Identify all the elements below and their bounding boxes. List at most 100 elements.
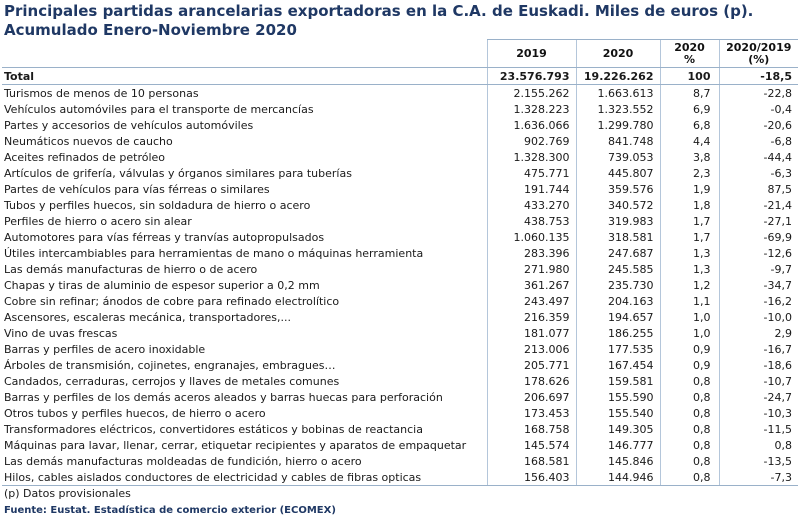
- row-label: Las demás manufacturas moldeadas de fund…: [4, 454, 362, 468]
- title-line-2: Acumulado Enero-Noviembre 2020: [4, 21, 297, 39]
- row-value-2020: 177.535: [575, 341, 660, 357]
- row-value-2019: 361.267: [486, 277, 576, 293]
- row-value-2019: 173.453: [486, 405, 576, 421]
- table-row: Artículos de grifería, válvulas y órgano…: [2, 165, 798, 181]
- row-label: Turismos de menos de 10 personas: [4, 86, 199, 100]
- row-variation: -13,5: [718, 453, 798, 469]
- row-label: Chapas y tiras de aluminio de espesor su…: [4, 278, 320, 292]
- table-row: Las demás manufacturas moldeadas de fund…: [2, 453, 798, 469]
- table-row: Neumáticos nuevos de caucho 902.769 841.74…: [2, 133, 798, 149]
- row-share: 1,3: [659, 261, 719, 277]
- row-label: Partes de vehículos para vías férreas o …: [4, 182, 270, 196]
- row-share: 0,8: [659, 421, 719, 437]
- table-row: Árboles de transmisión, cojinetes, engra…: [2, 357, 798, 373]
- row-variation: 0,8: [718, 437, 798, 453]
- row-share: 0,8: [659, 373, 719, 389]
- row-label: Candados, cerraduras, cerrojos y llaves …: [4, 374, 340, 388]
- row-value-2019: 1.328.300: [486, 149, 576, 165]
- row-share: 1,8: [659, 197, 719, 213]
- row-value-2020: 235.730: [575, 277, 660, 293]
- row-share: 2,3: [659, 165, 719, 181]
- row-value-2020: 146.777: [575, 437, 660, 453]
- header-variation: 2020/2019 (%): [718, 39, 798, 68]
- table-row: Máquinas para lavar, llenar, cerrar, eti…: [2, 437, 798, 453]
- row-share: 1,9: [659, 181, 719, 197]
- row-share: 0,9: [659, 341, 719, 357]
- total-share: 100: [659, 67, 719, 85]
- row-share: 0,8: [659, 453, 719, 469]
- row-variation: -20,6: [718, 117, 798, 133]
- row-share: 6,8: [659, 117, 719, 133]
- row-variation: -24,7: [718, 389, 798, 405]
- row-value-2019: 1.636.066: [486, 117, 576, 133]
- header-share: 2020 %: [659, 39, 719, 68]
- row-label: Tubos y perfiles huecos, sin soldadura d…: [4, 198, 311, 212]
- row-value-2019: 438.753: [486, 213, 576, 229]
- row-variation: -44,4: [718, 149, 798, 165]
- row-value-2020: 204.163: [575, 293, 660, 309]
- row-variation: -0,4: [718, 101, 798, 117]
- row-variation: -69,9: [718, 229, 798, 245]
- row-value-2019: 168.758: [486, 421, 576, 437]
- row-share: 0,8: [659, 469, 719, 486]
- table-row: Transformadores eléctricos, convertidore…: [2, 421, 798, 437]
- row-share: 1,0: [659, 309, 719, 325]
- header-row: 2019 2020 2020 % 2020/2019 (%): [2, 39, 798, 68]
- table-row: Hilos, cables aislados conductores de el…: [2, 469, 798, 486]
- table-row: Chapas y tiras de aluminio de espesor su…: [2, 277, 798, 293]
- row-value-2020: 149.305: [575, 421, 660, 437]
- row-label: Partes y accesorios de vehículos automóv…: [4, 118, 254, 132]
- row-label: Artículos de grifería, válvulas y órgano…: [4, 166, 352, 180]
- table-row: Partes de vehículos para vías férreas o …: [2, 181, 798, 197]
- row-share: 1,7: [659, 229, 719, 245]
- row-variation: -18,6: [718, 357, 798, 373]
- row-value-2019: 433.270: [486, 197, 576, 213]
- row-share: 0,8: [659, 405, 719, 421]
- row-variation: -16,2: [718, 293, 798, 309]
- row-value-2020: 841.748: [575, 133, 660, 149]
- row-share: 1,1: [659, 293, 719, 309]
- row-variation: -10,3: [718, 405, 798, 421]
- row-value-2019: 216.359: [486, 309, 576, 325]
- row-value-2019: 206.697: [486, 389, 576, 405]
- row-share: 0,8: [659, 437, 719, 453]
- row-value-2020: 359.576: [575, 181, 660, 197]
- row-label: Barras y perfiles de acero inoxidable: [4, 342, 206, 356]
- row-value-2020: 247.687: [575, 245, 660, 261]
- total-row: Total 23.576.793 19.226.262 100 -18,5: [2, 67, 798, 85]
- row-label: Árboles de transmisión, cojinetes, engra…: [4, 358, 336, 372]
- table-row: Candados, cerraduras, cerrojos y llaves …: [2, 373, 798, 389]
- header-2019: 2019: [486, 39, 576, 68]
- row-label: Neumáticos nuevos de caucho: [4, 134, 173, 148]
- header-2020: 2020: [575, 39, 660, 68]
- row-value-2019: 191.744: [486, 181, 576, 197]
- table-row: Ascensores, escaleras mecánica, transpor…: [2, 309, 798, 325]
- row-share: 1,0: [659, 325, 719, 341]
- row-variation: -27,1: [718, 213, 798, 229]
- row-share: 1,3: [659, 245, 719, 261]
- row-value-2020: 145.846: [575, 453, 660, 469]
- provisional-note: (p) Datos provisionales: [4, 487, 131, 500]
- row-value-2019: 1.328.223: [486, 101, 576, 117]
- row-variation: -9,7: [718, 261, 798, 277]
- row-variation: -34,7: [718, 277, 798, 293]
- row-value-2019: 168.581: [486, 453, 576, 469]
- table-row: Otros tubos y perfiles huecos, de hierro…: [2, 405, 798, 421]
- row-label: Vino de uvas frescas: [4, 326, 118, 340]
- row-label: Ascensores, escaleras mecánica, transpor…: [4, 310, 292, 324]
- row-variation: 87,5: [718, 181, 798, 197]
- row-label: Automotores para vías férreas y tranvías…: [4, 230, 325, 244]
- row-value-2019: 213.006: [486, 341, 576, 357]
- table-row: Barras y perfiles de los demás aceros al…: [2, 389, 798, 405]
- table-row: Las demás manufacturas de hierro o de ac…: [2, 261, 798, 277]
- row-variation: -16,7: [718, 341, 798, 357]
- row-value-2020: 318.581: [575, 229, 660, 245]
- row-value-2019: 178.626: [486, 373, 576, 389]
- row-label: Vehículos automóviles para el transporte…: [4, 102, 314, 116]
- row-label: Aceites refinados de petróleo: [4, 150, 166, 164]
- row-value-2020: 445.807: [575, 165, 660, 181]
- row-share: 4,4: [659, 133, 719, 149]
- row-share: 1,2: [659, 277, 719, 293]
- table-row: Perfiles de hierro o acero sin alear 438.…: [2, 213, 798, 229]
- row-label: Perfiles de hierro o acero sin alear: [4, 214, 192, 228]
